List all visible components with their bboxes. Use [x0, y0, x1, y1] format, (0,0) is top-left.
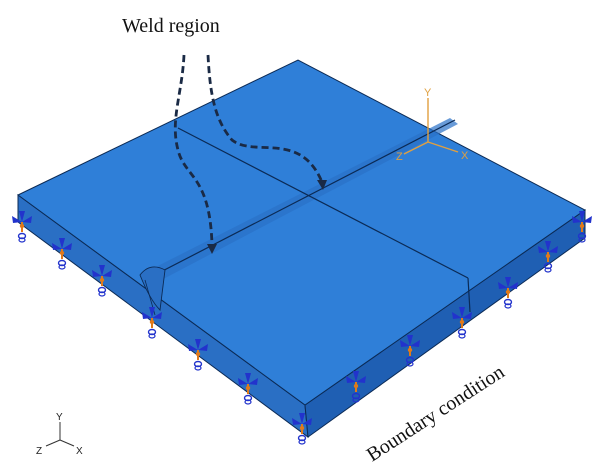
constraint-marker [400, 335, 420, 367]
constraint-marker [572, 211, 592, 243]
local-axes [403, 98, 459, 155]
weld-region-label: Weld region [122, 15, 220, 37]
constraint-marker [142, 307, 162, 339]
constraint-marker [538, 241, 558, 273]
plate-block [17, 59, 586, 439]
constraint-marker [238, 373, 258, 405]
constraint-marker [498, 277, 518, 309]
constraint-marker [346, 371, 366, 403]
global-triad [45, 422, 75, 447]
constraint-marker [52, 238, 72, 270]
global-triad-y-label: Y [56, 412, 63, 423]
weld-region-arrows [173, 54, 324, 246]
local-axis-y-label: Y [424, 87, 432, 99]
boundary-condition-markers [12, 211, 592, 445]
weld-arrow-left [173, 54, 214, 246]
local-axis-z-label: Z [396, 151, 403, 163]
constraint-marker [188, 339, 208, 371]
global-triad-x-label: X [76, 446, 83, 457]
constraint-marker [12, 211, 32, 243]
global-triad-z-label: Z [36, 446, 42, 457]
local-axis-x-label: X [461, 150, 469, 162]
partition-line-cross [177, 127, 469, 279]
partition-line-weld [144, 119, 456, 281]
weld-groove-detail [139, 266, 166, 311]
constraint-marker [452, 307, 472, 339]
constraint-marker [92, 265, 112, 297]
plate-top-face [17, 59, 586, 406]
partition-line-front [467, 277, 471, 313]
weld-arrowhead-left [207, 244, 217, 254]
weld-arrow-right [206, 54, 324, 183]
weld-arrowhead-right [317, 180, 327, 190]
constraint-marker [292, 413, 312, 445]
